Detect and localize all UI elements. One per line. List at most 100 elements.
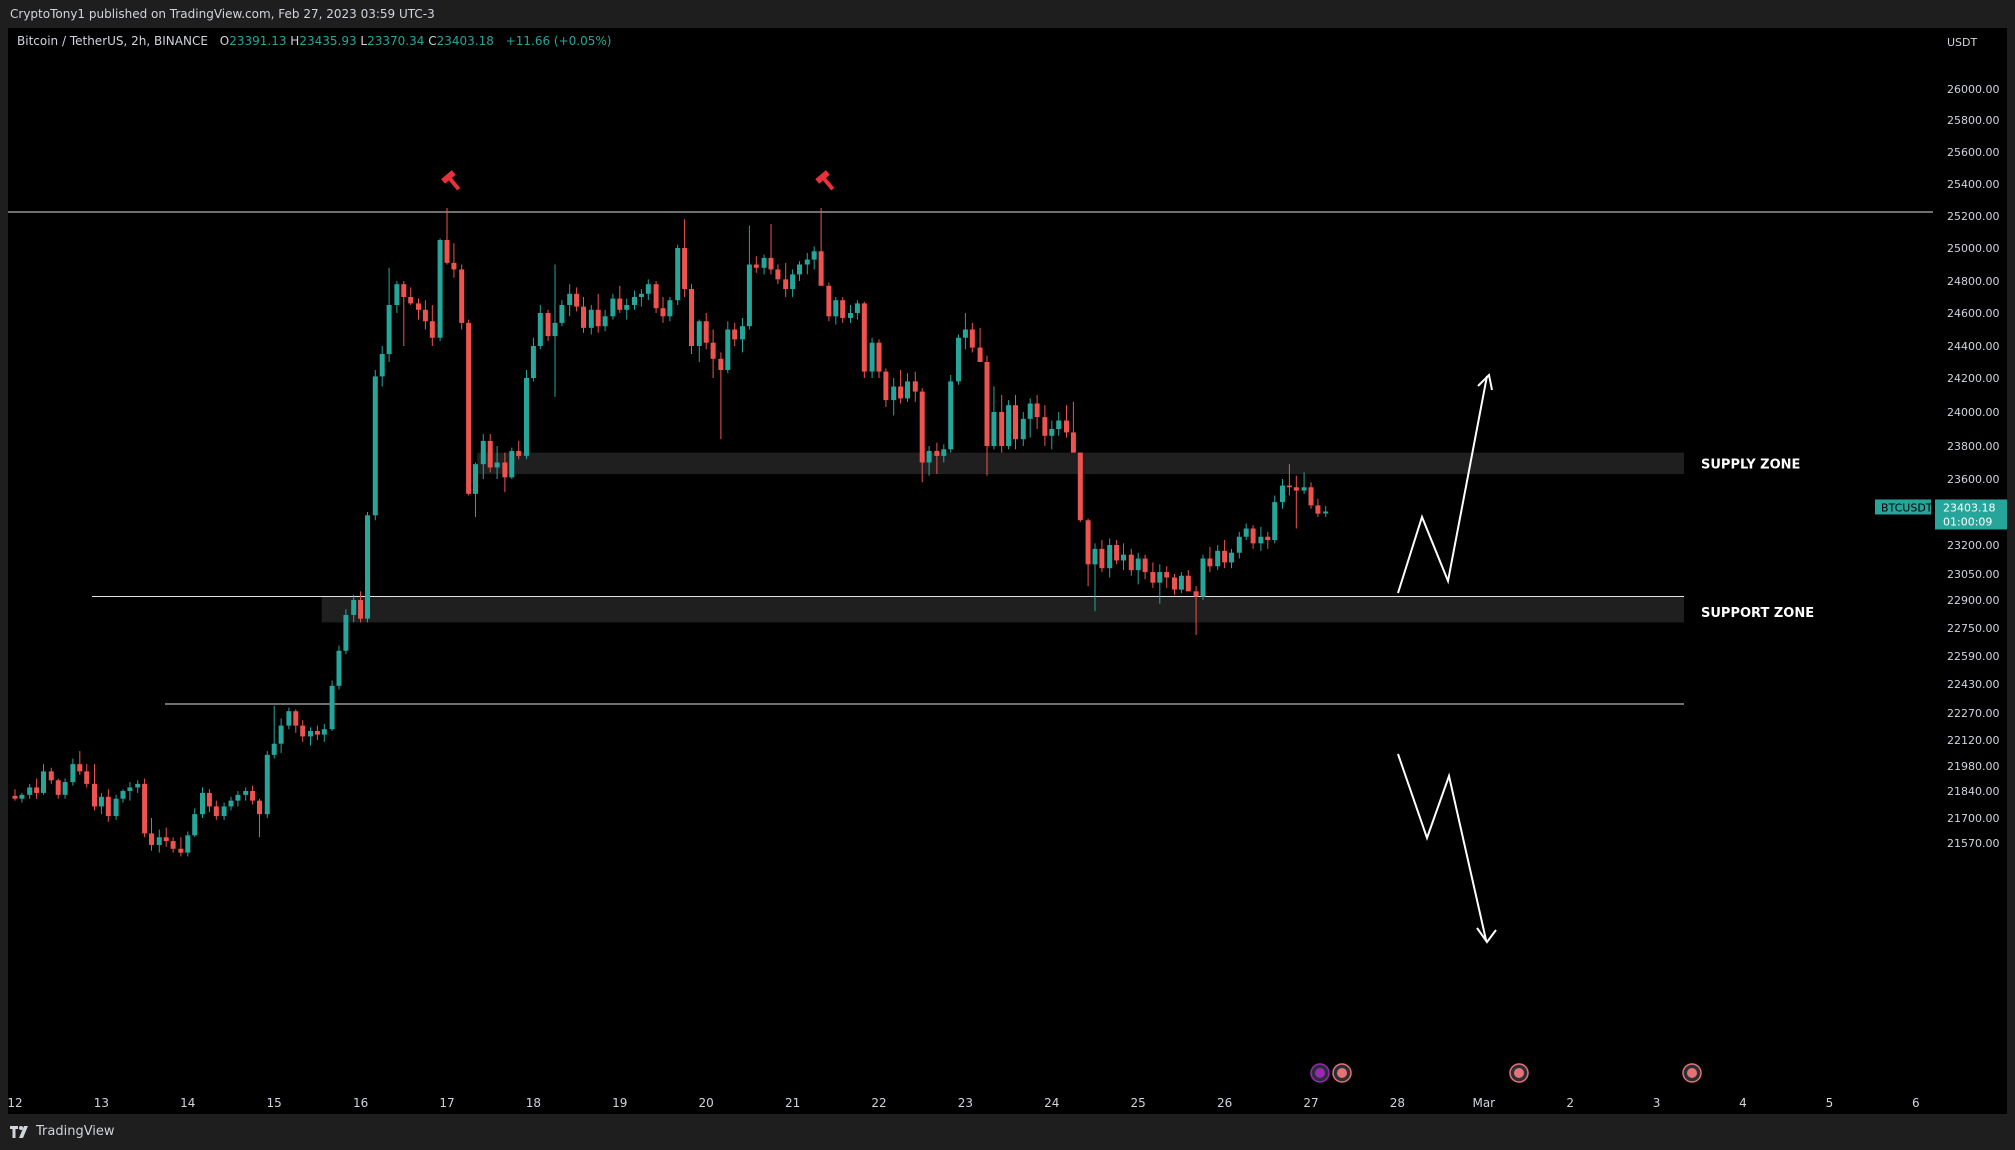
candle (120, 789, 126, 803)
candle-body (797, 264, 803, 275)
candle (48, 767, 54, 784)
candle (1250, 525, 1256, 549)
time-tick-label: 17 (439, 1096, 454, 1110)
candle (991, 386, 997, 450)
candle-body (645, 284, 651, 294)
candle-body (1272, 502, 1278, 541)
candle-body (250, 791, 256, 801)
candle (192, 808, 198, 838)
candle (34, 778, 40, 799)
time-tick-label: 14 (180, 1096, 195, 1110)
price-axis[interactable]: USDT 26000.00 25800.00 25600.00 25400.00 2520… (1933, 28, 2007, 1114)
candle-body (466, 322, 472, 494)
candle (429, 305, 435, 346)
candle (919, 388, 925, 483)
price-tick-label: 24000.00 (1947, 406, 2000, 419)
candle (228, 796, 234, 811)
symbol-name[interactable]: Bitcoin / TetherUS, 2h, BINANCE (17, 34, 208, 48)
price-tick-label: 22120.00 (1947, 734, 2000, 747)
candle (358, 591, 364, 623)
candle (1308, 482, 1314, 509)
candle-body (1171, 577, 1177, 590)
candle-body (753, 264, 759, 268)
candle (1070, 401, 1076, 453)
bullish-path-arrow (1397, 375, 1488, 594)
candle (746, 225, 752, 330)
candle-body (228, 800, 234, 807)
chart-canvas[interactable]: SUPPLY ZONE SUPPORT ZONE USDT 26000.00 2580… (8, 28, 2007, 1114)
price-tick-label: 24800.00 (1947, 275, 2000, 288)
candle-body (1049, 429, 1055, 436)
candle (1020, 412, 1026, 446)
candle-body (1092, 548, 1098, 565)
candle-body (1150, 572, 1156, 583)
price-tick-label: 22430.00 (1947, 678, 2000, 691)
candle (1171, 574, 1177, 595)
candle (1229, 548, 1235, 569)
candle (41, 764, 47, 795)
candle-body (977, 347, 983, 362)
candle-body (718, 358, 724, 370)
event-dot (1315, 1068, 1325, 1078)
candle (969, 322, 975, 353)
time-tick-label: 19 (612, 1096, 627, 1110)
candle (1077, 452, 1083, 522)
candle (926, 446, 932, 476)
price-tick-label: 25200.00 (1947, 210, 2000, 223)
candle-body (912, 381, 918, 392)
candle (725, 321, 731, 374)
candle (27, 783, 33, 799)
bearish-path-arrow (1397, 753, 1487, 941)
candle-body (1077, 452, 1083, 521)
candle-body (1193, 591, 1199, 597)
candle (941, 444, 947, 463)
top-marker-icon (441, 170, 461, 191)
candle (451, 243, 457, 278)
candle (1301, 472, 1307, 494)
price-tick-label: 24200.00 (1947, 372, 2000, 385)
candle (1085, 518, 1091, 587)
candle-body (783, 279, 789, 289)
chart-pane[interactable]: SUPPLY ZONE SUPPORT ZONE USDT 26000.00 2580… (8, 28, 2007, 1114)
candle (1135, 552, 1141, 585)
candle (1323, 506, 1329, 517)
candle-body (581, 306, 587, 328)
candle-body (459, 269, 465, 323)
candle (1034, 395, 1040, 429)
candle (833, 297, 839, 325)
tradingview-logo[interactable]: TradingView (10, 1124, 115, 1139)
candle (55, 778, 61, 799)
candle-body (163, 837, 169, 842)
price-tag-value: 23403.18 (1943, 501, 1996, 514)
time-tick-label: 28 (1390, 1096, 1405, 1110)
candle-body (336, 650, 342, 686)
candle (98, 792, 104, 815)
candle (581, 297, 587, 333)
time-tick-label: 5 (1826, 1096, 1834, 1110)
price-tick-label: 23600.00 (1947, 473, 2000, 486)
time-axis[interactable]: 12 13 14 15 16 17 18 19 20 21 22 23 24 25 26 27 28 Mar 2 3 4… (8, 1096, 1920, 1110)
candle (1185, 570, 1191, 592)
candle-body (1258, 536, 1264, 544)
candle (516, 440, 522, 460)
price-tick-label: 25800.00 (1947, 114, 2000, 127)
time-tick-label: 15 (267, 1096, 282, 1110)
candle-body (314, 731, 320, 735)
candle (811, 246, 817, 270)
price-tick-label: 23200.00 (1947, 539, 2000, 552)
candle-body (833, 300, 839, 317)
candle-body (77, 764, 83, 772)
candle-body (624, 305, 630, 310)
price-tick-label: 22750.00 (1947, 622, 2000, 635)
candle-body (545, 313, 551, 337)
candle (703, 313, 709, 350)
candle (135, 780, 141, 793)
candle-body (473, 464, 479, 494)
candle (912, 371, 918, 402)
us-flag-event-icon (1332, 1063, 1352, 1083)
candle (199, 787, 205, 818)
candle (797, 261, 803, 281)
time-tick-label: 4 (1739, 1096, 1747, 1110)
candle-body (1128, 554, 1134, 571)
